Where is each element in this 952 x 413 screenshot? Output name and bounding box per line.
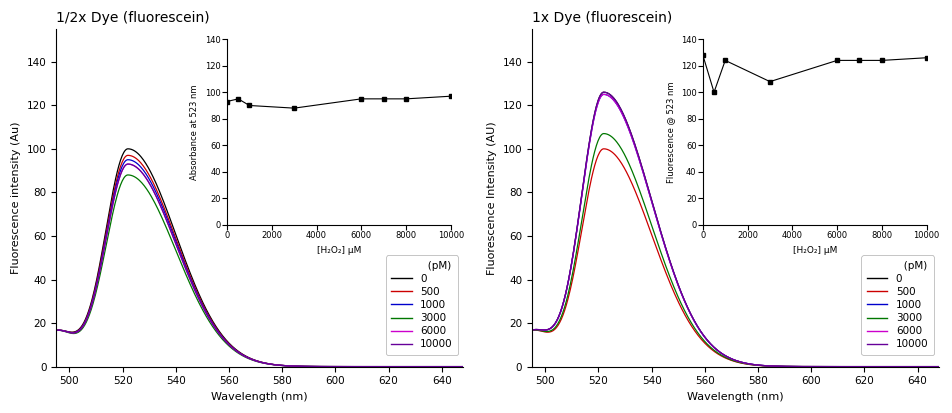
Legend: 0, 500, 1000, 3000, 6000, 10000: 0, 500, 1000, 3000, 6000, 10000 — [861, 256, 933, 355]
X-axis label: Wavelength (nm): Wavelength (nm) — [211, 392, 307, 402]
Legend: 0, 500, 1000, 3000, 6000, 10000: 0, 500, 1000, 3000, 6000, 10000 — [386, 256, 457, 355]
Y-axis label: Fluorescence intensity (Au): Fluorescence intensity (Au) — [11, 121, 21, 274]
X-axis label: Wavelength (nm): Wavelength (nm) — [686, 392, 783, 402]
Text: 1/2x Dye (fluorescein): 1/2x Dye (fluorescein) — [56, 11, 209, 25]
Y-axis label: Fluorescence Intensity (AU): Fluorescence Intensity (AU) — [486, 121, 496, 275]
Text: 1x Dye (fluorescein): 1x Dye (fluorescein) — [531, 11, 671, 25]
